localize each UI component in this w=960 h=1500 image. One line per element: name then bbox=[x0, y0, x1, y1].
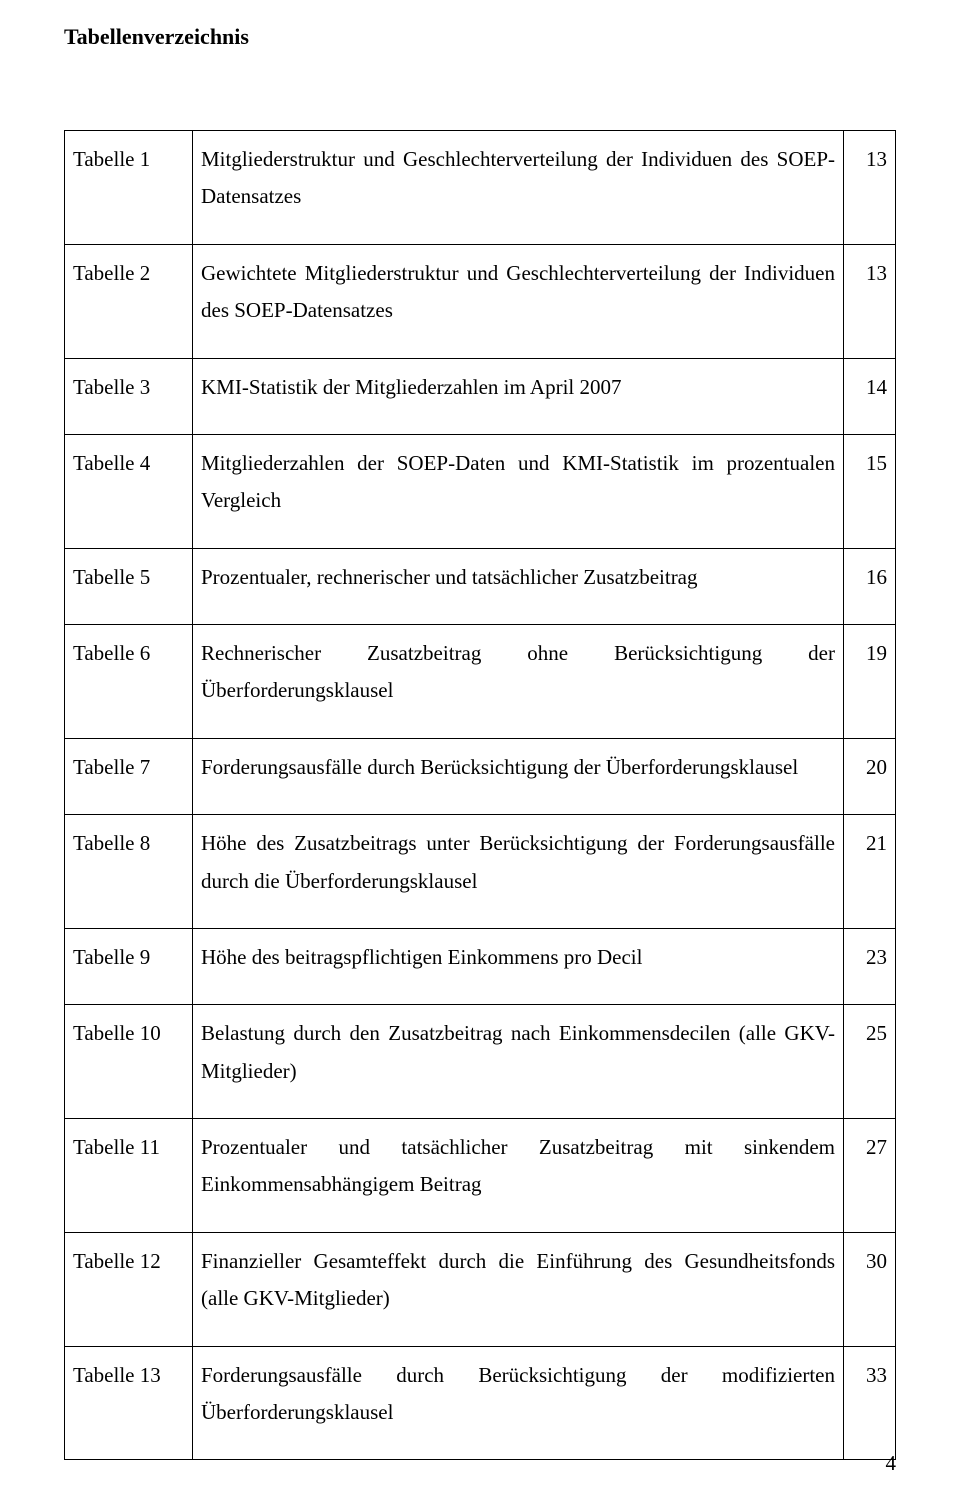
row-description: Forderungsausfälle durch Berücksichtigun… bbox=[193, 738, 844, 814]
row-page: 21 bbox=[844, 815, 896, 929]
row-page: 13 bbox=[844, 244, 896, 358]
row-description: Belastung durch den Zusatzbeitrag nach E… bbox=[193, 1005, 844, 1119]
row-label: Tabelle 5 bbox=[65, 548, 193, 624]
row-page: 16 bbox=[844, 548, 896, 624]
row-label: Tabelle 8 bbox=[65, 815, 193, 929]
row-label: Tabelle 2 bbox=[65, 244, 193, 358]
row-page: 15 bbox=[844, 434, 896, 548]
row-page: 20 bbox=[844, 738, 896, 814]
row-label: Tabelle 4 bbox=[65, 434, 193, 548]
row-page: 23 bbox=[844, 928, 896, 1004]
row-label: Tabelle 11 bbox=[65, 1119, 193, 1233]
page: Tabellenverzeichnis Tabelle 1 Mitglieder… bbox=[0, 0, 960, 1500]
row-description: Rechnerischer Zusatzbeitrag ohne Berücks… bbox=[193, 625, 844, 739]
row-label: Tabelle 7 bbox=[65, 738, 193, 814]
table-row: Tabelle 2 Gewichtete Mitgliederstruktur … bbox=[65, 244, 896, 358]
table-row: Tabelle 10 Belastung durch den Zusatzbei… bbox=[65, 1005, 896, 1119]
row-page: 14 bbox=[844, 358, 896, 434]
row-page: 33 bbox=[844, 1346, 896, 1460]
row-description: Gewichtete Mitgliederstruktur und Geschl… bbox=[193, 244, 844, 358]
row-label: Tabelle 9 bbox=[65, 928, 193, 1004]
table-row: Tabelle 11 Prozentualer und tatsächliche… bbox=[65, 1119, 896, 1233]
row-description: KMI-Statistik der Mitgliederzahlen im Ap… bbox=[193, 358, 844, 434]
table-row: Tabelle 1 Mitgliederstruktur und Geschle… bbox=[65, 131, 896, 245]
row-label: Tabelle 10 bbox=[65, 1005, 193, 1119]
row-label: Tabelle 1 bbox=[65, 131, 193, 245]
table-row: Tabelle 7 Forderungsausfälle durch Berüc… bbox=[65, 738, 896, 814]
row-label: Tabelle 12 bbox=[65, 1232, 193, 1346]
row-description: Mitgliederstruktur und Geschlechterverte… bbox=[193, 131, 844, 245]
table-body: Tabelle 1 Mitgliederstruktur und Geschle… bbox=[65, 131, 896, 1460]
row-label: Tabelle 6 bbox=[65, 625, 193, 739]
table-row: Tabelle 4 Mitgliederzahlen der SOEP-Date… bbox=[65, 434, 896, 548]
row-description: Forderungsausfälle durch Berücksichtigun… bbox=[193, 1346, 844, 1460]
row-page: 25 bbox=[844, 1005, 896, 1119]
table-row: Tabelle 6 Rechnerischer Zusatzbeitrag oh… bbox=[65, 625, 896, 739]
row-description: Finanzieller Gesamteffekt durch die Einf… bbox=[193, 1232, 844, 1346]
row-page: 27 bbox=[844, 1119, 896, 1233]
page-title: Tabellenverzeichnis bbox=[64, 24, 896, 50]
table-row: Tabelle 3 KMI-Statistik der Mitgliederza… bbox=[65, 358, 896, 434]
table-of-tables: Tabelle 1 Mitgliederstruktur und Geschle… bbox=[64, 130, 896, 1460]
table-row: Tabelle 8 Höhe des Zusatzbeitrags unter … bbox=[65, 815, 896, 929]
row-description: Prozentualer und tatsächlicher Zusatzbei… bbox=[193, 1119, 844, 1233]
row-description: Höhe des beitragspflichtigen Einkommens … bbox=[193, 928, 844, 1004]
row-description: Prozentualer, rechnerischer und tatsächl… bbox=[193, 548, 844, 624]
row-description: Mitgliederzahlen der SOEP-Daten und KMI-… bbox=[193, 434, 844, 548]
row-label: Tabelle 3 bbox=[65, 358, 193, 434]
table-row: Tabelle 13 Forderungsausfälle durch Berü… bbox=[65, 1346, 896, 1460]
table-row: Tabelle 9 Höhe des beitragspflichtigen E… bbox=[65, 928, 896, 1004]
row-page: 19 bbox=[844, 625, 896, 739]
row-description: Höhe des Zusatzbeitrags unter Berücksich… bbox=[193, 815, 844, 929]
table-row: Tabelle 12 Finanzieller Gesamteffekt dur… bbox=[65, 1232, 896, 1346]
table-row: Tabelle 5 Prozentualer, rechnerischer un… bbox=[65, 548, 896, 624]
row-label: Tabelle 13 bbox=[65, 1346, 193, 1460]
row-page: 13 bbox=[844, 131, 896, 245]
row-page: 30 bbox=[844, 1232, 896, 1346]
page-number: 4 bbox=[886, 1451, 897, 1476]
